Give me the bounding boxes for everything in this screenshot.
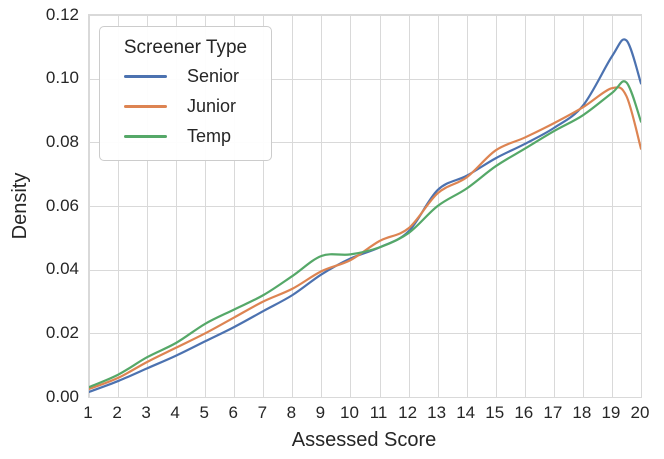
legend-title: Screener Type xyxy=(123,37,248,58)
x-tick-label: 1 xyxy=(83,403,93,422)
x-tick-label: 16 xyxy=(514,403,534,422)
x-tick-label: 4 xyxy=(170,403,180,422)
legend-item-junior: Junior xyxy=(100,91,271,121)
legend-item-label: Junior xyxy=(187,95,237,116)
x-tick-label: 12 xyxy=(398,403,418,422)
y-tick-label: 0.06 xyxy=(45,195,79,215)
x-tick-label: 18 xyxy=(572,403,592,422)
x-tick-label: 14 xyxy=(456,403,476,422)
x-tick-label: 10 xyxy=(340,403,359,422)
senior-line-swatch xyxy=(124,74,167,78)
legend: Screener Type Senior Junior Temp xyxy=(99,26,272,161)
x-tick-label: 5 xyxy=(199,403,209,422)
plot-area: Screener Type Senior Junior Temp xyxy=(88,14,642,398)
junior-line-swatch xyxy=(124,104,167,108)
x-tick-label: 2 xyxy=(112,403,122,422)
x-tick-label: 3 xyxy=(141,403,151,422)
y-tick-label: 0.12 xyxy=(45,4,79,24)
junior-density-curve xyxy=(89,86,641,391)
density-chart xyxy=(89,15,641,397)
legend-item-temp: Temp xyxy=(100,121,271,151)
x-tick-label: 20 xyxy=(630,403,650,422)
x-tick-label: 19 xyxy=(601,403,621,422)
x-tick-label: 11 xyxy=(369,403,388,422)
x-tick-label: 13 xyxy=(427,403,447,422)
x-tick-label: 6 xyxy=(228,403,238,422)
legend-item-label: Temp xyxy=(187,125,232,146)
y-tick-label: 0.00 xyxy=(45,386,79,406)
y-tick-label: 0.08 xyxy=(45,131,79,151)
temp-line-swatch xyxy=(124,134,167,138)
y-tick-label: 0.02 xyxy=(45,322,79,342)
temp-density-curve xyxy=(89,80,641,389)
x-tick-label: 17 xyxy=(543,403,563,422)
x-tick-label: 7 xyxy=(257,403,268,422)
legend-item-senior: Senior xyxy=(100,61,271,91)
y-tick-label: 0.10 xyxy=(45,68,79,88)
x-tick-label: 9 xyxy=(315,403,326,422)
legend-item-label: Senior xyxy=(187,65,240,86)
x-tick-label: 15 xyxy=(485,403,505,422)
x-tick-label: 8 xyxy=(286,403,297,422)
x-axis-label: Assessed Score xyxy=(291,429,437,451)
y-tick-label: 0.04 xyxy=(45,259,79,279)
